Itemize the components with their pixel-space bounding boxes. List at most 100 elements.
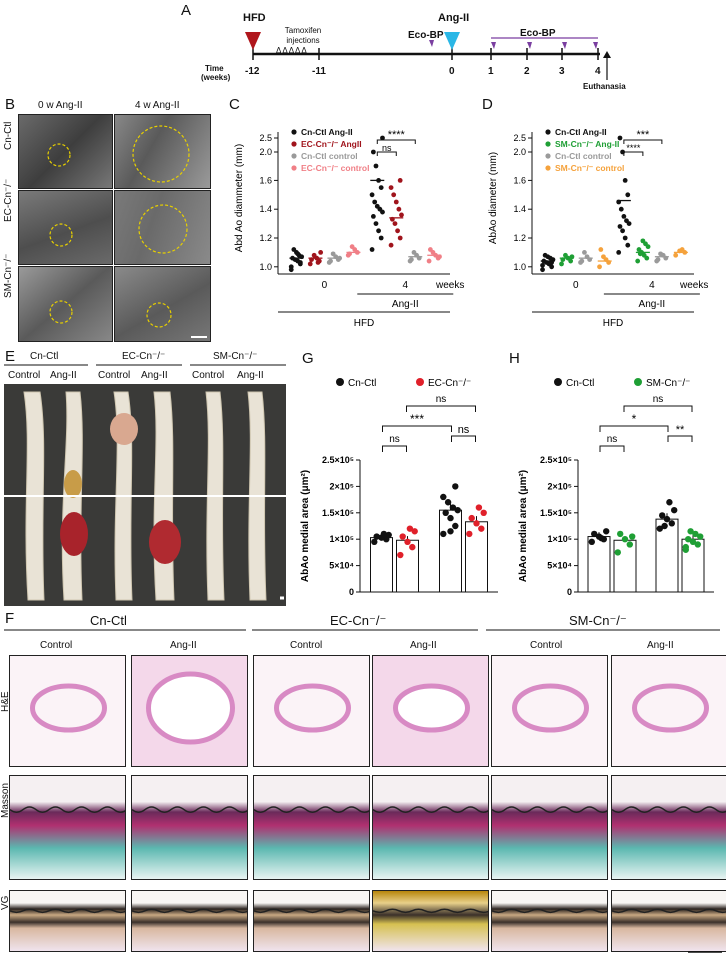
sig-bracket — [382, 445, 407, 452]
data-point — [369, 192, 375, 198]
sig-bracket — [599, 425, 669, 432]
panel-letter-g: G — [302, 350, 314, 367]
legend-marker — [336, 378, 344, 386]
data-point — [626, 541, 633, 548]
histology-tile — [131, 775, 248, 880]
data-point — [426, 258, 432, 264]
data-point — [427, 247, 433, 252]
sig-label: **** — [626, 143, 641, 153]
data-point — [291, 247, 297, 252]
data-point — [374, 203, 380, 209]
vessel-ring — [146, 671, 235, 745]
tick-2: 2 — [524, 66, 530, 77]
legend-label: Cn-Ctl control — [301, 151, 358, 161]
elastic-lamina — [10, 908, 125, 914]
x-unit-label: weeks — [679, 280, 708, 291]
y-tick-label: 1.6 — [259, 175, 272, 185]
data-point — [697, 533, 704, 540]
y-tick-label: 0 — [349, 587, 354, 595]
y-tick-label: 2.0 — [259, 147, 272, 157]
hfd-label: HFD — [354, 318, 375, 329]
data-point — [373, 533, 380, 540]
tamoxifen-label: Tamoxifen injections — [284, 26, 322, 45]
data-point — [411, 528, 418, 535]
histology-tile — [372, 655, 489, 767]
data-point — [668, 520, 675, 527]
data-point — [663, 515, 671, 523]
sig-bracket — [382, 425, 452, 432]
legend-label: SM-Cn⁻/⁻ — [646, 378, 690, 389]
data-point — [449, 504, 457, 511]
sig-label: ns — [458, 424, 470, 436]
y-tick-label: 5×10⁴ — [547, 561, 572, 571]
data-point — [466, 530, 473, 538]
panel-letter-d: D — [482, 96, 493, 113]
data-point — [694, 541, 701, 548]
f-sub-header-0: Control — [40, 640, 73, 651]
data-point — [447, 514, 454, 522]
data-point — [673, 252, 679, 258]
angii-label: Ang-II — [438, 12, 470, 24]
x-tick-label: 4 — [649, 280, 655, 291]
legend-marker — [291, 129, 297, 135]
x-tick-label: 0 — [573, 280, 579, 291]
legend-label: EC-Cn⁻/⁻ AngII — [301, 139, 362, 149]
data-point — [658, 251, 663, 257]
group-label: Ang-II — [639, 299, 666, 310]
data-point — [621, 536, 629, 543]
sig-bracket — [599, 445, 625, 452]
data-point — [395, 228, 400, 234]
data-point — [349, 244, 355, 250]
f-sub-header-5: Ang-II — [647, 640, 674, 651]
bar — [613, 539, 637, 593]
data-point — [373, 221, 379, 226]
panel-letter-h: H — [509, 350, 520, 367]
vessel-ring — [30, 683, 107, 733]
sig-label: ns — [389, 434, 400, 445]
ecobp-label-2: Eco-BP — [520, 28, 556, 39]
data-point — [397, 235, 403, 241]
y-tick-label: 2×10⁵ — [330, 481, 355, 491]
data-point — [378, 185, 384, 190]
y-axis-title: Abd Ao diammeter (mm) — [234, 144, 245, 252]
b-col-header-0: 0 w Ang-II — [38, 100, 83, 111]
chart-c: 1.0 1.2 1.4 1.6 2.0 2.5 Abd Ao diammeter (mm) 0… — [234, 127, 464, 329]
data-point — [473, 520, 480, 527]
sig-bracket — [623, 139, 663, 144]
tick-3: 3 — [559, 66, 565, 77]
us-image-cnctl-4w — [114, 114, 211, 189]
data-point — [671, 506, 678, 514]
scale-bar — [688, 951, 722, 953]
legend-label: EC-Cn⁻/⁻ — [428, 378, 471, 389]
data-point — [685, 536, 692, 543]
data-point — [579, 258, 585, 264]
sig-bracket — [623, 405, 693, 412]
legend-marker — [291, 153, 297, 159]
y-tick-label: 2.5 — [259, 133, 272, 143]
histology-tile — [9, 655, 126, 767]
us-image-eccn-4w — [114, 190, 211, 265]
elastic-lamina — [612, 908, 726, 914]
data-point — [406, 525, 414, 532]
us-image-cnctl-0w — [18, 114, 113, 189]
y-tick-label: 1.5×10⁵ — [322, 508, 354, 518]
hfd-marker-icon — [245, 32, 261, 50]
us-image-smcn-4w — [114, 266, 211, 342]
data-point — [370, 149, 376, 155]
data-point — [635, 258, 641, 264]
data-point — [388, 242, 394, 248]
data-point — [655, 257, 661, 262]
y-tick-label: 0 — [567, 587, 572, 595]
data-point — [330, 251, 336, 257]
data-point — [376, 228, 381, 234]
data-point — [656, 525, 663, 532]
ecobp-label-1: Eco-BP — [408, 30, 444, 41]
y-tick-label: 2.5×10⁵ — [540, 455, 572, 465]
data-point — [369, 247, 375, 252]
data-point — [288, 267, 294, 273]
bar — [370, 537, 393, 593]
data-point — [447, 528, 454, 535]
data-point — [617, 530, 624, 538]
data-point — [371, 538, 378, 546]
b-row-label-0: Cn-Ctl — [3, 121, 14, 150]
